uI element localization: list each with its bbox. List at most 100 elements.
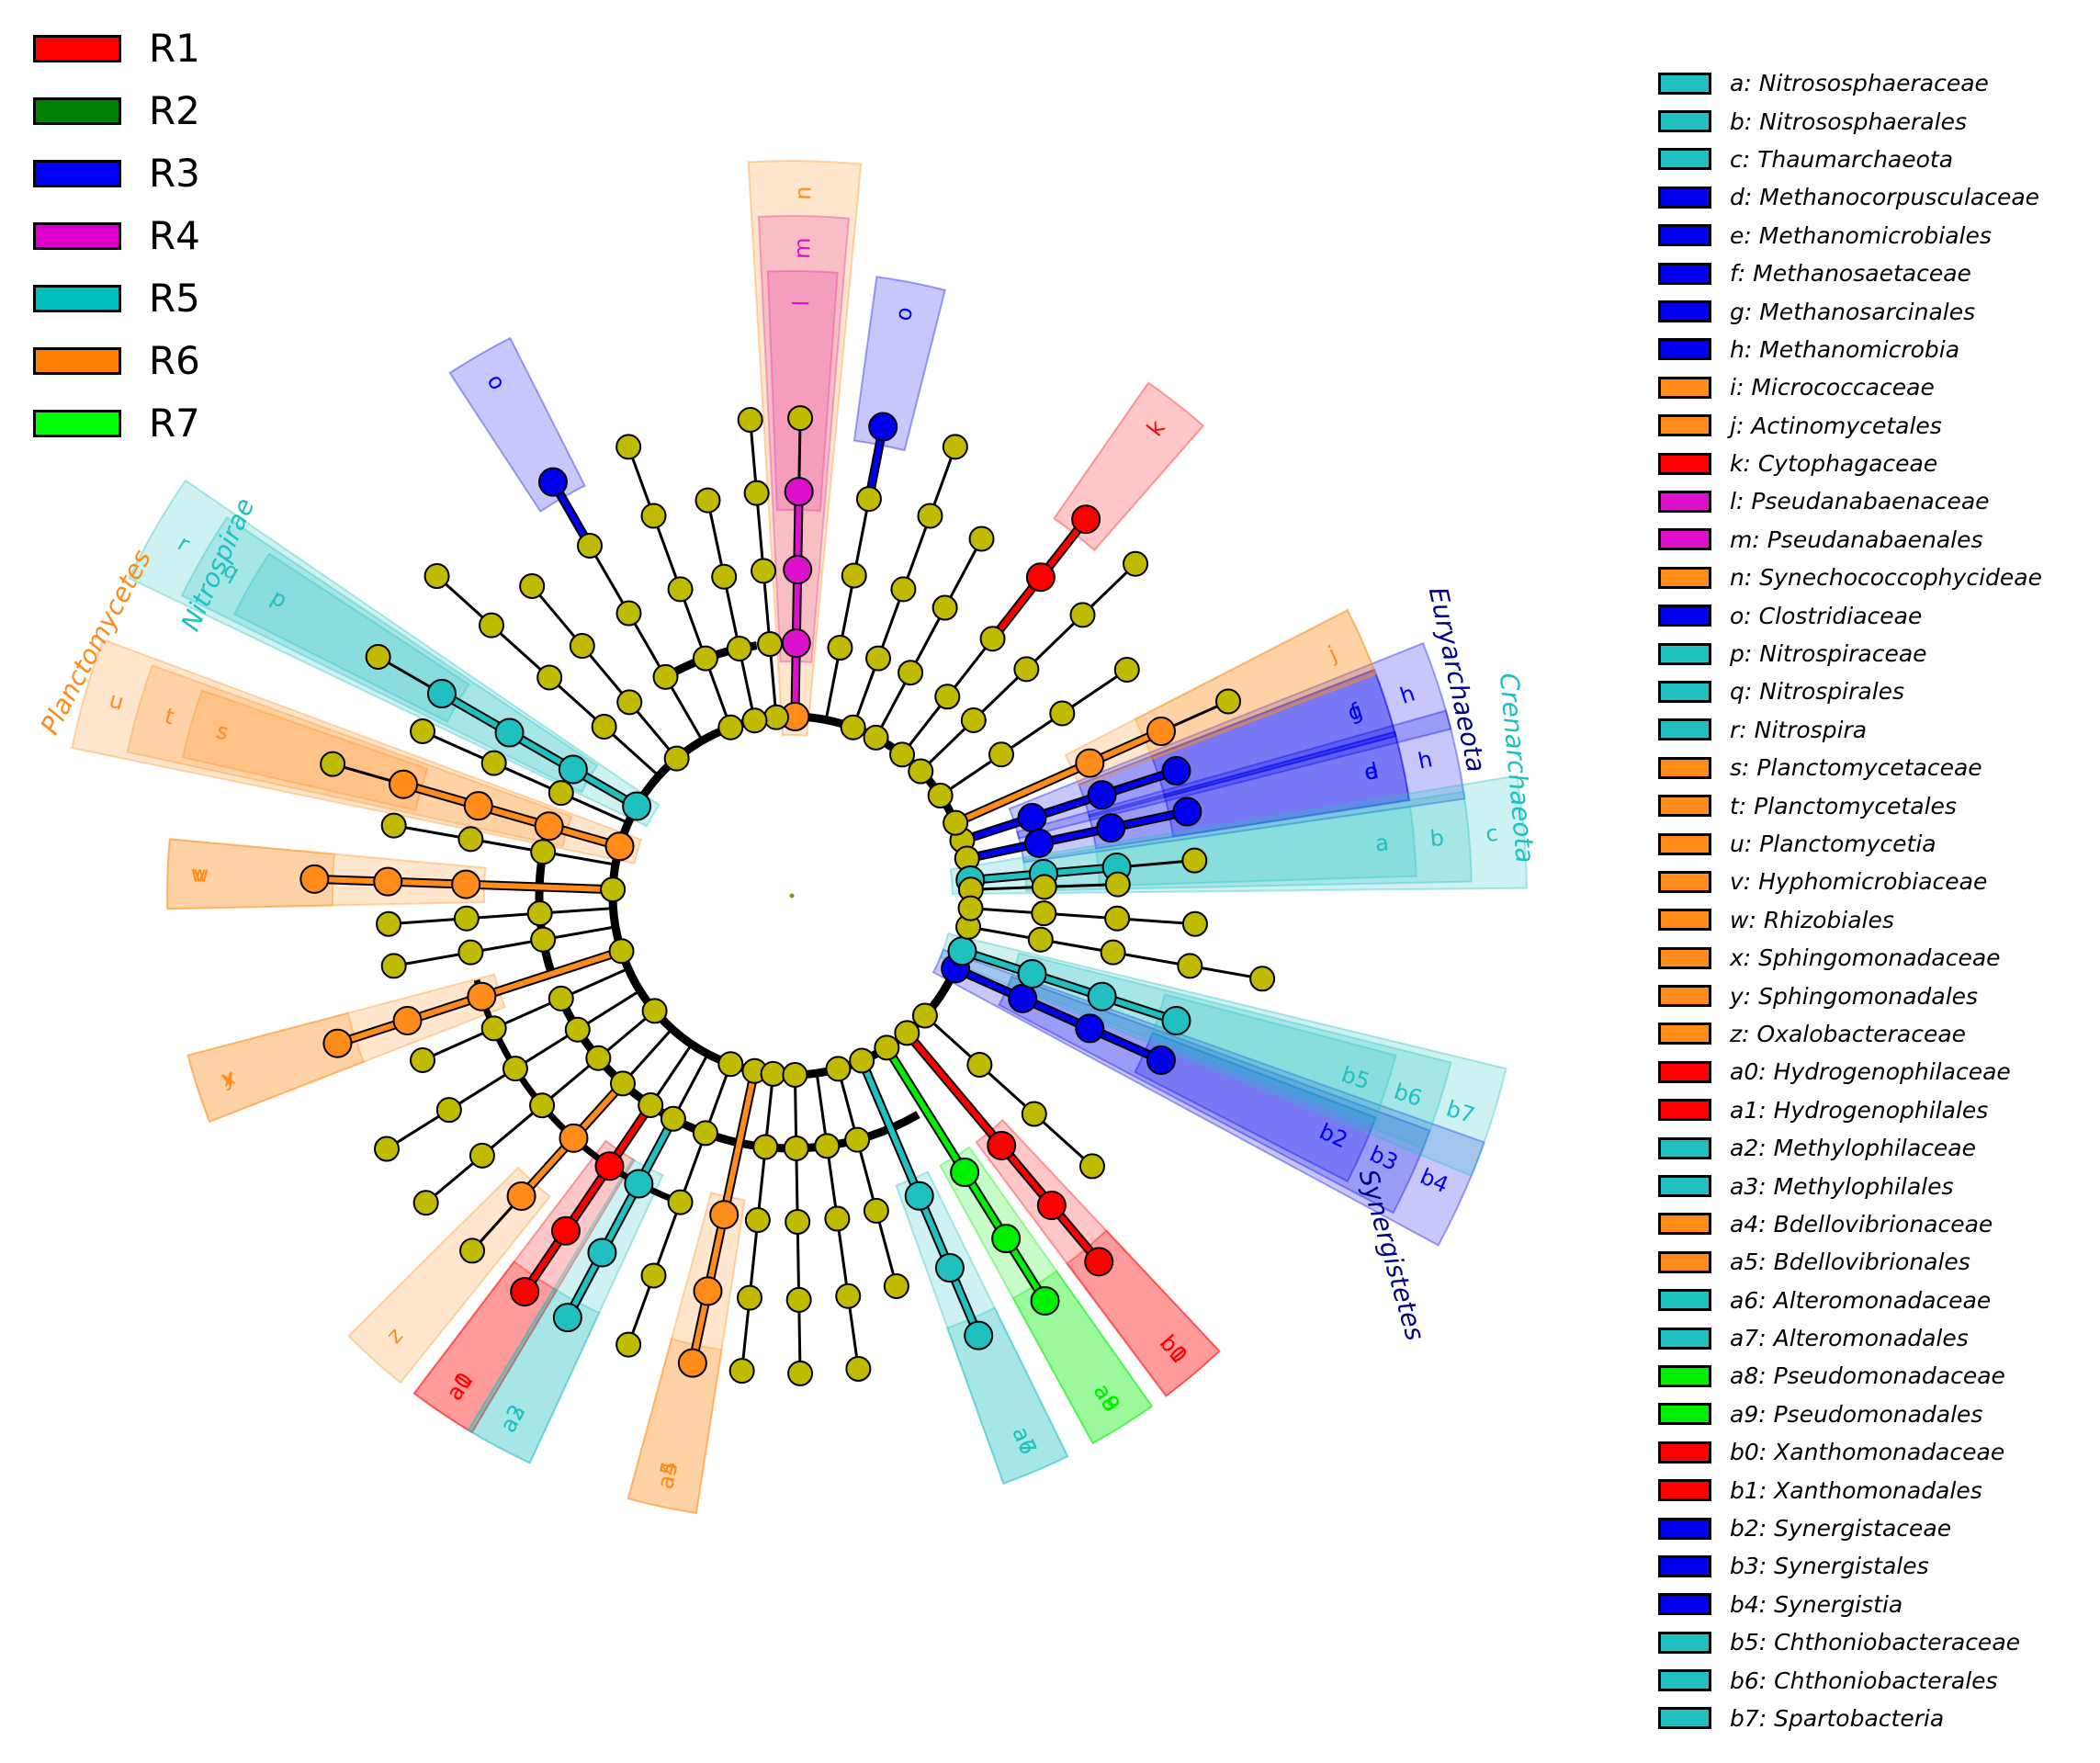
tree-node	[530, 839, 557, 865]
tree-node	[979, 626, 1006, 652]
node-u	[604, 831, 635, 862]
taxa-swatch	[1658, 490, 1711, 513]
tree-node	[1078, 1153, 1105, 1180]
tree-node	[1021, 1101, 1047, 1127]
clade-sector-v	[166, 838, 336, 910]
group-swatch	[33, 222, 121, 250]
node-p	[426, 679, 457, 708]
tree-node	[865, 645, 892, 672]
tree-node	[785, 1286, 812, 1313]
clade-label-a: a	[1374, 830, 1390, 856]
taxa-label: l: Pseudanabaenaceae	[1730, 488, 1990, 515]
clade-sector-n	[747, 160, 863, 737]
taxa-swatch	[1658, 642, 1711, 665]
taxa-swatch	[1658, 985, 1711, 1008]
taxa-legend-item-a8: a8: Pseudomonadaceae	[1658, 1357, 2042, 1395]
tree-node	[526, 900, 553, 927]
tree-node	[841, 562, 867, 589]
tree-node	[942, 434, 968, 460]
tree-node	[785, 1208, 811, 1235]
taxa-legend-item-a9: a9: Pseudomonadales	[1658, 1396, 2042, 1433]
tree-node	[569, 633, 595, 660]
taxa-label: a: Nitrososphaeraceae	[1730, 70, 1989, 97]
clade-label-d: d	[1361, 758, 1381, 786]
node-b7	[947, 936, 977, 966]
tree-node	[608, 938, 635, 965]
tree-node	[849, 1047, 875, 1074]
tree-node	[502, 1056, 528, 1082]
taxa-legend-item-b7: b7: Spartobacteria	[1658, 1700, 2042, 1737]
tree-node	[737, 406, 763, 433]
tree-node	[943, 809, 969, 836]
tree-node	[752, 1134, 779, 1160]
tree-node	[692, 1120, 718, 1147]
tree-node	[530, 926, 557, 953]
tree-node	[410, 1046, 436, 1073]
clade-sector-f	[1150, 668, 1397, 798]
node-a0	[510, 1277, 540, 1307]
taxa-label: b5: Chthoniobacteraceae	[1730, 1629, 2021, 1656]
taxa-label: p: Nitrospiraceae	[1730, 640, 1927, 668]
node-y	[467, 981, 497, 1011]
tree-node	[1049, 700, 1076, 727]
node-b5	[1087, 981, 1117, 1011]
node-k	[1071, 504, 1101, 535]
node-e	[1096, 813, 1126, 843]
tree-node	[844, 1126, 871, 1153]
tree-node	[966, 1052, 993, 1079]
taxa-swatch	[1658, 566, 1711, 589]
taxa-legend-item-k: k: Cytophagaceae	[1658, 445, 2042, 482]
taxa-label: s: Planctomycetaceae	[1730, 754, 1982, 782]
tree-node	[863, 1197, 889, 1224]
taxa-swatch	[1658, 1250, 1711, 1273]
taxa-swatch	[1658, 795, 1711, 818]
tree-node	[711, 563, 738, 590]
tree-node	[825, 1056, 852, 1082]
taxa-label: b6: Chthoniobacterales	[1730, 1667, 1998, 1694]
tree-node	[529, 1092, 556, 1119]
node-z	[506, 1181, 536, 1211]
taxa-legend-item-m: m: Pseudanabaenales	[1658, 521, 2042, 559]
taxa-label: j: Actinomycetales	[1730, 412, 1942, 439]
group-swatch	[33, 347, 121, 375]
taxa-legend-item-a3: a3: Methylophilales	[1658, 1167, 2042, 1204]
tree-node	[751, 558, 777, 584]
node-a4	[677, 1348, 707, 1378]
tree-node	[717, 1051, 744, 1078]
taxa-label: i: Micrococcaceae	[1730, 374, 1935, 401]
tree-node	[652, 663, 679, 690]
clade-sector-d	[1163, 730, 1411, 838]
node-p	[494, 718, 525, 748]
clade-label-e: e	[1362, 758, 1381, 785]
node-m	[781, 628, 811, 659]
taxa-label: a9: Pseudomonadales	[1730, 1400, 1983, 1428]
taxa-label: b3: Synergistales	[1730, 1553, 1929, 1580]
tree-node	[667, 1189, 694, 1215]
node-v	[299, 864, 330, 894]
tree-node	[585, 1045, 612, 1071]
node-r	[622, 791, 652, 821]
clade-sector-s	[181, 689, 429, 812]
taxa-legend-item-b2: b2: Synergistaceae	[1658, 1509, 2042, 1547]
taxa-label: d: Methanocorpusculaceae	[1730, 184, 2040, 211]
taxa-label: a0: Hydrogenophilaceae	[1730, 1058, 2011, 1086]
tree-node	[1113, 656, 1140, 683]
taxa-legend-item-l: l: Pseudanabaenaceae	[1658, 482, 2042, 520]
tree-node	[911, 1002, 938, 1029]
tree-node	[480, 750, 507, 776]
taxa-legend-item-b6: b6: Chthoniobacterales	[1658, 1661, 2042, 1699]
tree-node	[1215, 688, 1242, 715]
taxa-legend-item-r: r: Nitrospira	[1658, 711, 2042, 749]
node-h	[1017, 803, 1047, 833]
taxa-legend-item-p: p: Nitrospiraceae	[1658, 635, 2042, 672]
tree-node	[1181, 910, 1208, 937]
taxa-legend-item-e: e: Methanomicrobiales	[1658, 217, 2042, 254]
taxa-legend-item-a7: a7: Alteromonadales	[1658, 1319, 2042, 1357]
tree-node	[889, 741, 916, 768]
node-b2	[1146, 1045, 1176, 1075]
taxa-legend-item-z: z: Oxalobacteraceae	[1658, 1015, 2042, 1053]
taxa-legend-item-b: b: Nitrososphaerales	[1658, 102, 2042, 140]
tree-node	[577, 532, 603, 559]
node-s	[389, 769, 419, 799]
tree-node	[840, 714, 866, 740]
